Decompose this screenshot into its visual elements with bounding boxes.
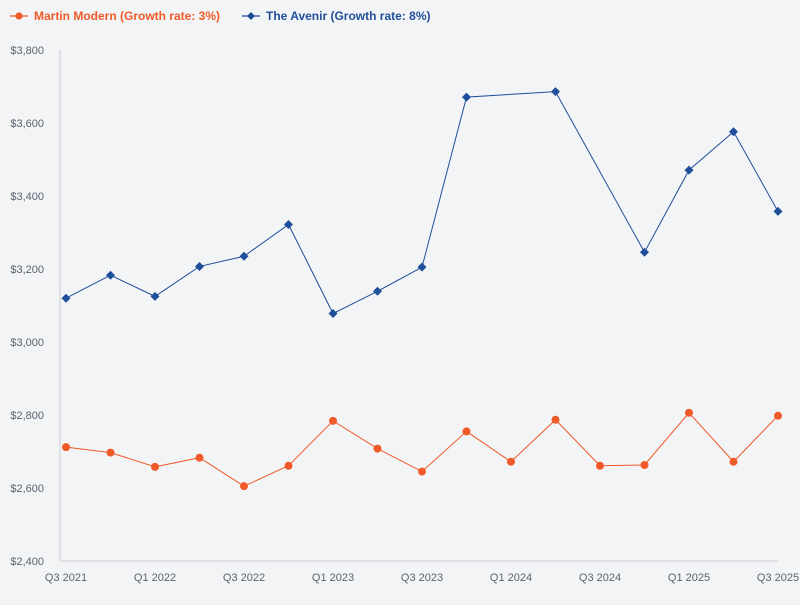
- x-tick-label: Q3 2024: [579, 572, 621, 584]
- data-point: [106, 448, 115, 457]
- data-point: [240, 482, 248, 491]
- legend-item-the-avenir[interactable]: The Avenir (Growth rate: 8%): [242, 9, 430, 23]
- data-point: [284, 219, 293, 229]
- x-tick-label: Q3 2022: [223, 572, 265, 584]
- data-point: [239, 251, 249, 261]
- data-point: [328, 309, 338, 319]
- legend-item-martin-modern[interactable]: Martin Modern (Growth rate: 3%): [10, 9, 220, 23]
- x-tick-label: Q1 2025: [668, 572, 710, 584]
- data-point: [195, 261, 204, 271]
- y-tick-label: $3,600: [10, 118, 44, 130]
- data-point: [373, 444, 382, 453]
- y-tick-label: $3,200: [10, 264, 44, 276]
- data-point: [729, 457, 738, 466]
- data-point: [61, 293, 71, 303]
- legend-marker-the-avenir: [242, 12, 261, 20]
- x-tick-label: Q3 2023: [401, 572, 443, 584]
- x-tick-label: Q3 2025: [757, 572, 799, 584]
- data-point: [195, 453, 204, 462]
- data-point: [150, 291, 160, 301]
- legend-label-martin-modern: Martin Modern (Growth rate: 3%): [34, 9, 221, 23]
- data-point: [329, 416, 337, 425]
- legend: Martin Modern (Growth rate: 3%) The Aven…: [10, 9, 430, 23]
- x-tick-label: Q3 2021: [45, 572, 87, 584]
- data-point: [62, 443, 70, 452]
- y-tick-label: $2,800: [10, 410, 44, 422]
- x-tick-label: Q1 2022: [134, 572, 176, 584]
- data-point: [729, 127, 738, 137]
- data-point: [640, 247, 649, 257]
- data-point: [685, 408, 693, 417]
- data-point: [507, 457, 515, 466]
- data-point: [640, 461, 649, 470]
- data-point: [596, 461, 604, 470]
- data-point: [417, 262, 427, 272]
- data-point: [774, 411, 782, 420]
- data-point: [551, 415, 560, 424]
- y-tick-label: $3,400: [10, 191, 44, 203]
- data-point: [684, 165, 694, 175]
- data-point: [151, 462, 159, 471]
- data-point: [418, 467, 426, 476]
- data-point: [462, 427, 471, 436]
- data-point: [373, 286, 382, 296]
- x-tick-label: Q1 2024: [490, 572, 532, 584]
- y-tick-label: $3,000: [10, 337, 44, 349]
- data-point: [462, 92, 471, 102]
- data-point: [773, 206, 783, 216]
- y-tick-label: $2,600: [10, 483, 44, 495]
- series-line-1: [65, 91, 779, 315]
- data-point: [551, 87, 560, 97]
- data-point: [284, 461, 293, 470]
- x-tick-label: Q1 2023: [312, 572, 354, 584]
- y-tick-label: $3,800: [10, 45, 44, 57]
- legend-marker-martin-modern: [10, 12, 28, 20]
- legend-label-the-avenir: The Avenir (Growth rate: 8%): [266, 9, 431, 23]
- y-tick-label: $2,400: [10, 556, 44, 568]
- data-point: [106, 270, 115, 280]
